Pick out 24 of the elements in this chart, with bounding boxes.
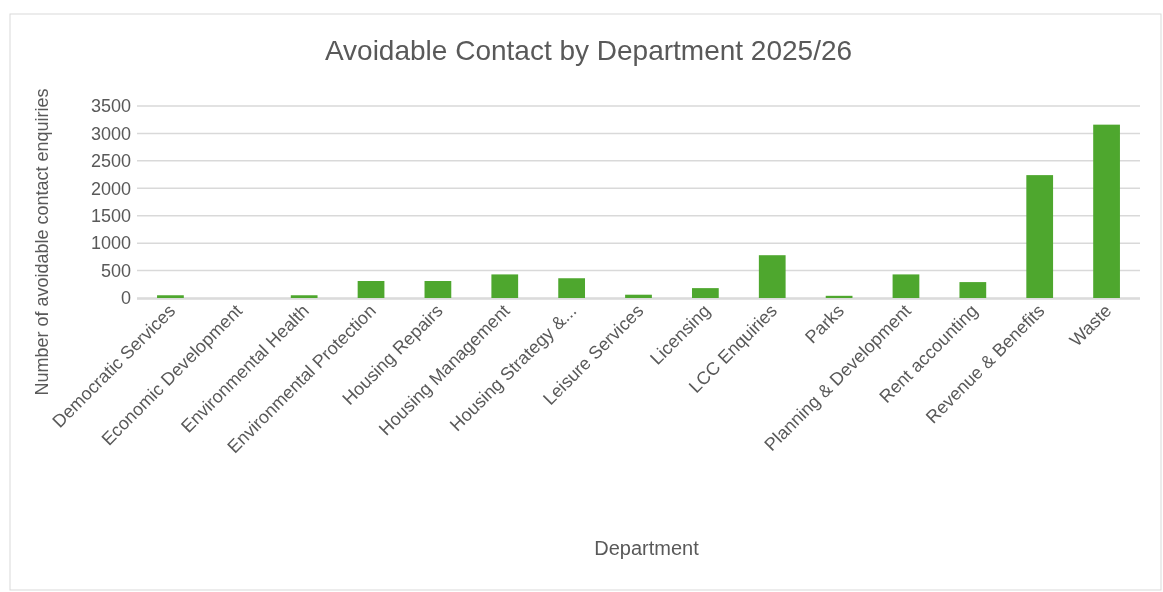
y-tick-label: 2500 [90, 151, 131, 172]
bar [558, 278, 586, 298]
y-tick-label: 0 [120, 288, 131, 309]
bar [357, 280, 385, 298]
bar [157, 295, 184, 298]
bar [691, 288, 719, 298]
x-axis-title: Department [594, 537, 700, 559]
bar [892, 274, 920, 298]
bar [290, 295, 318, 298]
y-tick-label: 500 [100, 260, 131, 281]
bar [625, 294, 652, 298]
y-tick-label: 1000 [90, 233, 131, 254]
bar [1026, 175, 1054, 298]
bar [758, 255, 786, 298]
y-tick-label: 2000 [90, 178, 131, 199]
y-tick-label: 3500 [90, 96, 131, 117]
bar [959, 282, 987, 298]
y-tick-label: 1500 [90, 206, 131, 227]
bar [1093, 124, 1120, 298]
bar [491, 274, 519, 298]
bar [424, 280, 452, 298]
chart-title: Avoidable Contact by Department 2025/26 [324, 35, 853, 66]
y-axis-title: Number of avoidable contact enquiries [32, 88, 52, 396]
y-tick-label: 3000 [90, 123, 131, 144]
